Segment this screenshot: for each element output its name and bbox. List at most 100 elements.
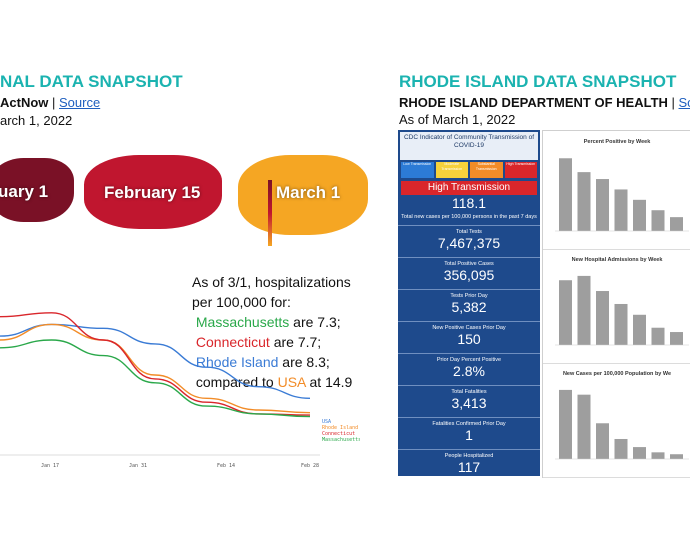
metric-label: New Positive Cases Prior Day <box>432 325 506 331</box>
metric-row: People Hospitalized 117 <box>398 449 540 481</box>
metric-row: 118.1 Total new cases per 100,000 persons… <box>398 195 540 225</box>
bar <box>651 327 665 345</box>
metric-row: Total Positive Cases 356,095 <box>398 257 540 289</box>
annotation-connecticut: Connecticut are 7.7; <box>192 332 352 352</box>
bar <box>670 332 683 345</box>
cdc-indicator-header: CDC Indicator of Community Transmission … <box>400 132 538 160</box>
transmission-level-badge: High Transmission <box>401 181 537 195</box>
annotation-usa-name: USA <box>277 374 306 390</box>
metric-value: 7,467,375 <box>437 235 501 251</box>
metric-label: Fatalities Confirmed Prior Day <box>432 421 506 427</box>
legend-item: Low Transmission <box>401 162 434 178</box>
bar <box>596 423 609 459</box>
left-source-sep: | <box>48 95 59 110</box>
bar <box>559 389 572 459</box>
annotation-ct-rest: are 7.7; <box>269 334 322 350</box>
legend-item: High Transmission <box>504 162 537 178</box>
metric-row: Total Fatalities 3,413 <box>398 385 540 417</box>
annotation-ri-rest: are 8.3; <box>278 354 330 370</box>
series-line <box>0 323 311 400</box>
bar <box>577 394 591 459</box>
metric-value: 117 <box>457 459 481 475</box>
annotation-usa-rest: at 14.9 <box>305 374 353 390</box>
right-source-link[interactable]: So <box>678 95 690 110</box>
chart-title: New Hospital Admissions by Week <box>571 257 663 263</box>
bar <box>633 199 646 231</box>
bar-chart-svg <box>555 389 689 460</box>
annotation-line-2: per 100,000 for: <box>192 294 291 310</box>
metric-row: New Positive Cases Prior Day 150 <box>398 321 540 353</box>
bar <box>651 452 665 459</box>
left-source-link[interactable]: Source <box>59 95 101 110</box>
series-label: Connecticut <box>322 431 355 437</box>
metric-label: People Hospitalized <box>444 453 494 459</box>
bar <box>633 314 646 345</box>
right-source-sep: | <box>667 95 679 110</box>
annotation-ri-name: Rhode Island <box>195 354 279 370</box>
series-label: Massachusetts <box>322 437 360 443</box>
map-january-1: uary 1 <box>0 158 74 222</box>
weekly-bar-chart: New Hospital Admissions by Week <box>543 249 690 364</box>
metric-row: Tests Prior Day 5,382 <box>398 289 540 321</box>
annotation-ct-name: Connecticut <box>195 334 270 350</box>
bar <box>614 438 628 459</box>
metric-label: Total new cases per 100,000 persons in t… <box>401 214 537 220</box>
right-source-line: RHODE ISLAND DEPARTMENT OF HEALTH | So <box>399 95 690 110</box>
metrics-list: 118.1 Total new cases per 100,000 persons… <box>398 195 540 481</box>
metric-row: Prior Day Percent Positive 2.8% <box>398 353 540 385</box>
left-title: NAL DATA SNAPSHOT <box>0 72 183 91</box>
chart-title: Percent Positive by Week <box>583 139 651 145</box>
series-label: USA <box>322 419 331 425</box>
map-february-15-label: February 15 <box>104 183 201 202</box>
metric-label: Total Positive Cases <box>444 261 494 267</box>
x-tick-label: Jan 31 <box>129 463 147 469</box>
series-label: Rhode Island <box>322 425 358 431</box>
metric-value: 5,382 <box>451 299 487 315</box>
metric-value: 3,413 <box>451 395 487 411</box>
annotation-line-1: As of 3/1, hospitalizations <box>192 274 351 290</box>
bar <box>670 454 683 459</box>
series-line <box>0 339 311 418</box>
bar <box>633 447 646 459</box>
transmission-legend: Low Transmission Moderate Transmission Sub… <box>401 162 537 178</box>
legend-item: Substantial Transmission <box>470 162 503 178</box>
map-january-1-label: uary 1 <box>0 182 49 201</box>
bar-chart-svg <box>555 275 689 346</box>
chart-title: New Cases per 100,000 Population by We <box>562 371 672 377</box>
map-february-15: February 15 <box>84 155 222 229</box>
metric-value: 150 <box>457 331 481 347</box>
legend-item: Moderate Transmission <box>435 162 468 178</box>
left-source-line: ActNow | Source <box>0 95 100 110</box>
bar <box>614 303 628 345</box>
map-legend-strip <box>268 180 272 246</box>
map-march-1: March 1 <box>238 155 368 235</box>
bar <box>596 179 609 231</box>
annotation-ma-name: Massachusetts <box>195 314 290 330</box>
ri-weekly-charts: Percent Positive by Week New Hospital Adm… <box>542 130 690 478</box>
right-source-org: RHODE ISLAND DEPARTMENT OF HEALTH <box>399 95 668 110</box>
metric-value: 356,095 <box>443 267 495 283</box>
series-line <box>0 312 311 416</box>
bar <box>577 275 591 345</box>
left-date: arch 1, 2022 <box>0 113 73 128</box>
weekly-bar-chart: New Cases per 100,000 Population by We <box>543 363 690 478</box>
metric-value: 118.1 <box>452 195 486 211</box>
metric-label: Total Tests <box>456 229 482 235</box>
bar <box>651 210 665 231</box>
bar <box>577 172 591 231</box>
annotation-ma-rest: are 7.3; <box>289 314 341 330</box>
weekly-bar-chart: Percent Positive by Week <box>543 131 690 250</box>
metric-label: Prior Day Percent Positive <box>436 357 502 363</box>
map-march-1-label: March 1 <box>276 183 341 202</box>
x-tick-label: Jan 17 <box>41 463 59 469</box>
annotation-massachusetts: Massachusetts are 7.3; <box>192 312 352 332</box>
bar <box>614 189 628 231</box>
x-tick-label: Feb 28 <box>301 463 319 469</box>
bar <box>596 291 609 345</box>
annotation-rhode-island: Rhode Island are 8.3; <box>192 352 352 372</box>
series-line <box>0 323 311 414</box>
bar <box>559 158 572 231</box>
ri-metrics-panel: CDC Indicator of Community Transmission … <box>398 130 540 476</box>
bar <box>670 217 683 231</box>
